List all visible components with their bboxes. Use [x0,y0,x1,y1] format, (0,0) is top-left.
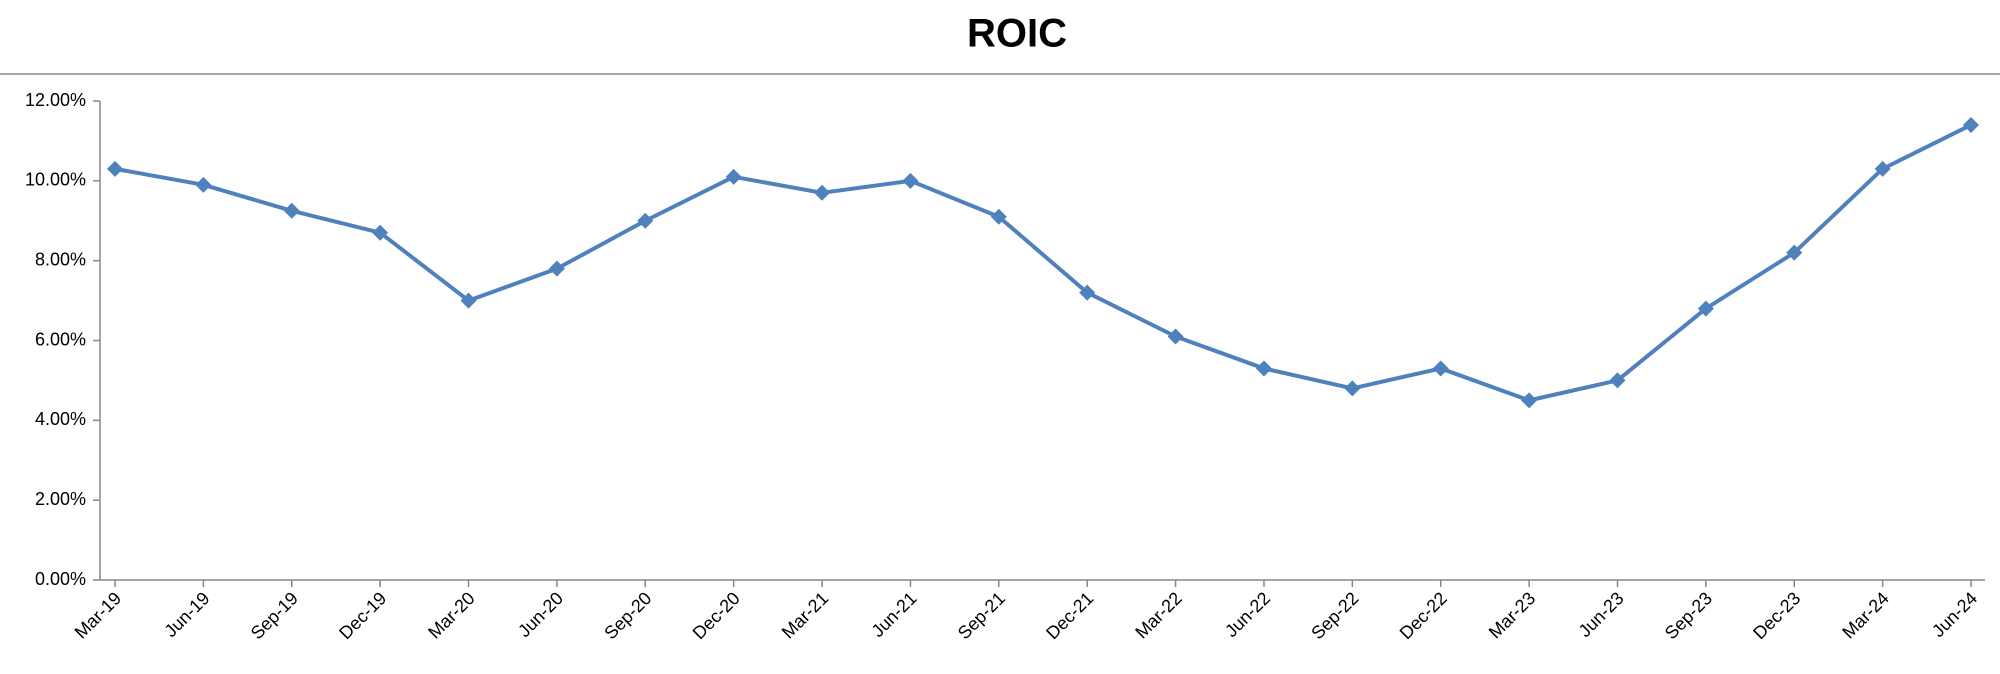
y-tick-label: 12.00% [25,90,86,110]
y-tick-label: 6.00% [35,329,86,349]
chart-title: ROIC [967,12,1067,56]
data-marker [1609,372,1626,389]
data-marker [1432,360,1449,377]
data-marker [1079,284,1096,301]
data-marker [990,208,1007,225]
y-tick-label: 10.00% [25,170,86,190]
data-line [114,123,1972,403]
y-tick-label: 4.00% [35,409,86,429]
data-marker [548,260,565,277]
data-marker [1786,244,1803,261]
data-marker [1521,392,1538,409]
data-marker [1874,160,1891,177]
data-marker [1255,360,1272,377]
data-marker [725,168,742,185]
data-marker [283,202,300,219]
data-marker [902,172,919,189]
data-marker [107,160,123,177]
data-marker [1697,300,1714,317]
data-marker [1167,328,1184,345]
data-marker [195,176,212,193]
data-marker [637,212,654,229]
data-marker [814,184,831,201]
y-tick-label: 0.00% [35,569,86,589]
data-marker [372,224,389,241]
data-marker [1344,380,1361,397]
y-tick-label: 2.00% [35,489,86,509]
y-tick-label: 8.00% [35,249,86,269]
data-marker [460,292,477,309]
data-marker [1963,116,1979,133]
